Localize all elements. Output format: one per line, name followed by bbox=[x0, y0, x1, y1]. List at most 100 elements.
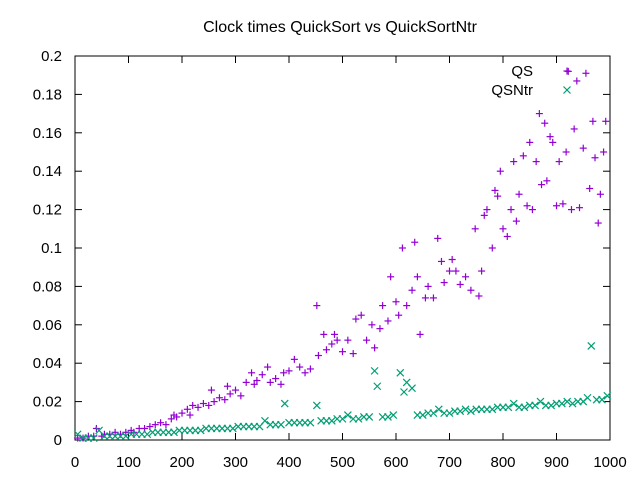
data-point-qs bbox=[277, 380, 285, 388]
data-point-qsntr bbox=[196, 426, 205, 435]
y-tick-label: 0.2 bbox=[41, 48, 62, 65]
x-tick-label: 1000 bbox=[593, 454, 626, 471]
data-point-qs bbox=[559, 200, 567, 208]
data-point-qsntr bbox=[603, 391, 612, 400]
data-point-qs bbox=[546, 133, 554, 141]
x-tick-label: 0 bbox=[71, 454, 79, 471]
data-point-qs bbox=[280, 369, 288, 377]
data-point-qs bbox=[437, 257, 445, 265]
data-point-qs bbox=[313, 302, 321, 310]
data-point-qs bbox=[515, 190, 523, 198]
data-point-qs bbox=[494, 192, 502, 200]
y-tick-label: 0.02 bbox=[33, 394, 62, 411]
data-point-qs bbox=[301, 369, 309, 377]
data-point-qs bbox=[576, 204, 584, 212]
data-point-qs bbox=[602, 117, 610, 125]
data-point-qs bbox=[429, 294, 437, 302]
data-point-qsntr bbox=[488, 405, 497, 414]
data-point-qsntr bbox=[89, 434, 98, 443]
data-point-qs bbox=[496, 167, 504, 175]
data-point-qs bbox=[567, 206, 575, 214]
data-point-qs bbox=[553, 202, 560, 210]
data-point-qsntr bbox=[373, 382, 382, 391]
data-point-qsntr bbox=[261, 416, 269, 425]
data-point-qs bbox=[210, 398, 218, 406]
data-point-qs bbox=[264, 363, 272, 371]
y-tick-label: 0.06 bbox=[33, 317, 62, 334]
data-point-qs bbox=[207, 386, 215, 394]
data-point-qs bbox=[519, 152, 527, 160]
x-tick-label: 900 bbox=[544, 454, 569, 471]
data-point-qsntr bbox=[568, 399, 577, 408]
data-point-qs bbox=[478, 267, 486, 275]
data-point-qs bbox=[253, 376, 261, 384]
data-point-qsntr bbox=[434, 405, 443, 414]
data-point-qs bbox=[543, 177, 551, 185]
data-point-qs bbox=[250, 380, 258, 388]
data-point-qsntr bbox=[327, 416, 336, 425]
data-point-qs bbox=[296, 363, 304, 371]
data-point-qsntr bbox=[121, 432, 130, 441]
data-point-qs bbox=[215, 394, 223, 402]
data-point-qsntr bbox=[536, 397, 545, 406]
data-point-qs bbox=[189, 401, 197, 409]
legend-marker-qs bbox=[563, 67, 571, 75]
x-tick-label: 100 bbox=[116, 454, 141, 471]
data-point-qsntr bbox=[509, 399, 518, 408]
data-point-qs bbox=[483, 206, 491, 214]
data-point-qs bbox=[330, 330, 338, 338]
data-point-qs bbox=[248, 369, 256, 377]
data-point-qs bbox=[421, 294, 429, 302]
data-point-qs bbox=[491, 186, 499, 194]
data-point-qs bbox=[549, 138, 557, 146]
data-point-qs bbox=[471, 225, 479, 233]
data-point-qsntr bbox=[343, 411, 352, 419]
data-point-qsntr bbox=[504, 403, 513, 412]
data-point-qs bbox=[162, 421, 170, 429]
data-point-qsntr bbox=[170, 428, 178, 437]
y-tick-label: 0.18 bbox=[33, 86, 62, 103]
data-point-qsntr bbox=[312, 401, 321, 410]
data-point-qs bbox=[403, 302, 411, 310]
data-point-qs bbox=[226, 390, 234, 398]
data-point-qs bbox=[456, 280, 464, 288]
x-axis: 0 100 200 300 400 500 600 700 800 900 1000 bbox=[71, 56, 627, 471]
data-point-qs bbox=[411, 238, 419, 246]
data-point-qs bbox=[151, 421, 159, 429]
data-point-qs bbox=[178, 409, 186, 417]
data-point-qsntr bbox=[354, 414, 363, 423]
data-point-qs bbox=[480, 211, 488, 219]
data-point-qs bbox=[322, 346, 330, 354]
data-point-qs bbox=[416, 330, 424, 338]
data-point-qsntr bbox=[557, 399, 566, 408]
data-point-qs bbox=[600, 148, 608, 156]
data-point-qs bbox=[499, 225, 507, 233]
x-tick-label: 700 bbox=[437, 454, 462, 471]
data-point-qsntr bbox=[389, 411, 398, 419]
data-point-qs bbox=[541, 119, 549, 127]
data-point-qsntr bbox=[418, 411, 427, 419]
data-point-qs bbox=[467, 286, 475, 294]
data-point-qs bbox=[538, 181, 546, 189]
data-point-qs bbox=[237, 392, 245, 400]
y-tick-label: 0.08 bbox=[33, 278, 62, 295]
data-point-qs bbox=[379, 302, 387, 310]
data-point-qs bbox=[384, 317, 392, 325]
x-tick-label: 400 bbox=[276, 454, 301, 471]
data-point-qs bbox=[446, 267, 453, 275]
data-point-qs bbox=[205, 401, 213, 409]
data-point-qsntr bbox=[461, 405, 470, 414]
data-point-qs bbox=[328, 340, 336, 348]
data-point-qs bbox=[266, 378, 274, 386]
data-point-qs bbox=[232, 386, 239, 394]
data-point-qsntr bbox=[306, 418, 315, 427]
y-tick-label: 0 bbox=[54, 432, 62, 449]
data-point-qs bbox=[272, 375, 280, 383]
data-point-qsntr bbox=[370, 366, 379, 375]
legend-marker-qsntr-glyph bbox=[563, 86, 571, 94]
y-tick-label: 0.1 bbox=[41, 240, 62, 257]
y-tick-label: 0.12 bbox=[33, 202, 62, 219]
data-point-qsntr bbox=[466, 407, 475, 416]
